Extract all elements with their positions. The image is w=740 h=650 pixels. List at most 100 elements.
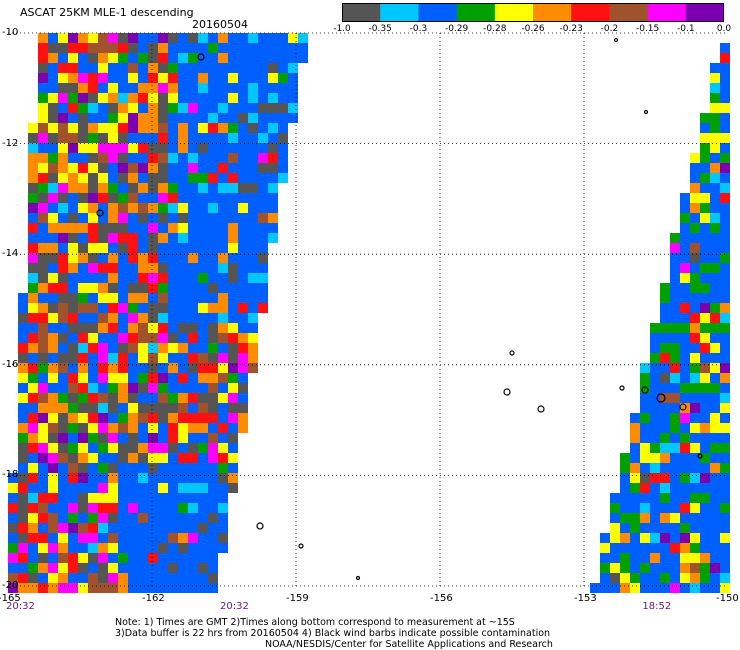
wind-cell bbox=[158, 323, 168, 333]
wind-cell bbox=[128, 73, 138, 83]
wind-cell bbox=[88, 423, 98, 433]
wind-cell bbox=[98, 213, 108, 223]
wind-cell bbox=[88, 463, 98, 473]
wind-cell bbox=[68, 143, 78, 153]
wind-cell bbox=[178, 33, 188, 43]
wind-cell bbox=[118, 463, 128, 473]
wind-cell bbox=[88, 163, 98, 173]
wind-cell bbox=[218, 293, 228, 303]
wind-cell bbox=[148, 213, 158, 223]
wind-cell bbox=[48, 553, 58, 563]
wind-cell bbox=[258, 193, 268, 203]
wind-cell bbox=[198, 523, 208, 533]
wind-cell bbox=[108, 533, 118, 543]
wind-cell bbox=[670, 423, 680, 433]
wind-cell bbox=[700, 293, 710, 303]
wind-cell bbox=[138, 343, 148, 353]
wind-cell bbox=[228, 293, 238, 303]
wind-cell bbox=[158, 123, 168, 133]
wind-cell bbox=[670, 433, 680, 443]
wind-cell bbox=[248, 163, 258, 173]
wind-cell bbox=[238, 323, 248, 333]
wind-cell bbox=[680, 333, 690, 343]
wind-cell bbox=[258, 253, 268, 263]
wind-cell bbox=[720, 63, 730, 73]
wind-cell bbox=[138, 33, 148, 43]
wind-cell bbox=[700, 473, 710, 483]
wind-cell bbox=[218, 33, 228, 43]
wind-cell bbox=[28, 283, 38, 293]
wind-cell bbox=[78, 443, 88, 453]
wind-cell bbox=[650, 563, 660, 573]
wind-cell bbox=[720, 583, 730, 593]
wind-cell bbox=[88, 113, 98, 123]
wind-cell bbox=[680, 323, 690, 333]
wind-cell bbox=[228, 103, 238, 113]
wind-cell bbox=[228, 243, 238, 253]
wind-cell bbox=[610, 553, 620, 563]
wind-cell bbox=[98, 293, 108, 303]
wind-cell bbox=[158, 333, 168, 343]
wind-cell bbox=[710, 253, 720, 263]
wind-cell bbox=[18, 293, 28, 303]
wind-cell bbox=[268, 133, 278, 143]
wind-cell bbox=[98, 233, 108, 243]
wind-cell bbox=[188, 243, 198, 253]
wind-cell bbox=[720, 363, 730, 373]
wind-cell bbox=[78, 93, 88, 103]
wind-cell bbox=[680, 383, 690, 393]
wind-cell bbox=[98, 333, 108, 343]
wind-cell bbox=[98, 83, 108, 93]
wind-cell bbox=[108, 423, 118, 433]
wind-cell bbox=[128, 133, 138, 143]
wind-cell bbox=[68, 353, 78, 363]
wind-cell bbox=[118, 253, 128, 263]
wind-cell bbox=[88, 303, 98, 313]
wind-cell bbox=[710, 373, 720, 383]
wind-cell bbox=[98, 553, 108, 563]
wind-cell bbox=[118, 503, 128, 513]
wind-cell bbox=[38, 363, 48, 373]
colorbar-segment bbox=[685, 3, 724, 22]
wind-cell bbox=[248, 323, 258, 333]
wind-cell bbox=[118, 413, 128, 423]
wind-cell bbox=[138, 303, 148, 313]
wind-cell bbox=[208, 413, 218, 423]
wind-cell bbox=[38, 553, 48, 563]
wind-cell bbox=[278, 53, 288, 63]
wind-cell bbox=[148, 443, 158, 453]
wind-cell bbox=[720, 203, 730, 213]
wind-cell bbox=[48, 423, 58, 433]
wind-cell bbox=[228, 453, 238, 463]
wind-cell bbox=[700, 323, 710, 333]
wind-cell bbox=[268, 153, 278, 163]
wind-cell bbox=[138, 313, 148, 323]
wind-cell bbox=[198, 223, 208, 233]
wind-cell bbox=[58, 483, 68, 493]
wind-cell bbox=[68, 503, 78, 513]
wind-cell bbox=[58, 503, 68, 513]
wind-cell bbox=[78, 363, 88, 373]
wind-cell bbox=[28, 583, 38, 593]
colorbar-tick-label: -0.26 bbox=[521, 24, 545, 34]
wind-cell bbox=[88, 503, 98, 513]
wind-cell bbox=[670, 563, 680, 573]
wind-cell bbox=[178, 93, 188, 103]
wind-cell bbox=[88, 383, 98, 393]
wind-cell bbox=[58, 63, 68, 73]
wind-cell bbox=[148, 503, 158, 513]
wind-cell bbox=[88, 73, 98, 83]
wind-cell bbox=[178, 133, 188, 143]
wind-cell bbox=[228, 43, 238, 53]
wind-cell bbox=[680, 433, 690, 443]
wind-cell bbox=[38, 213, 48, 223]
wind-cell bbox=[720, 453, 730, 463]
wind-cell bbox=[680, 243, 690, 253]
wind-cell bbox=[108, 103, 118, 113]
wind-cell bbox=[670, 283, 680, 293]
wind-cell bbox=[128, 263, 138, 273]
wind-cell bbox=[148, 573, 158, 583]
wind-cell bbox=[128, 243, 138, 253]
wind-cell bbox=[68, 73, 78, 83]
wind-cell bbox=[278, 33, 288, 43]
